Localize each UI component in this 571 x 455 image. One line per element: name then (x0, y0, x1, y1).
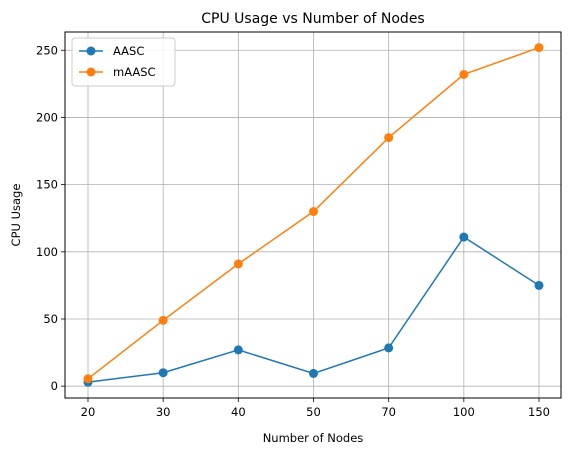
legend-marker-aasc (86, 46, 96, 56)
plot-area (83, 43, 544, 387)
x-tick-label: 20 (81, 405, 96, 419)
data-point-aasc (158, 368, 168, 378)
legend-label-aasc: AASC (113, 44, 144, 58)
x-tick-label: 30 (156, 405, 171, 419)
x-tick-label: 70 (381, 405, 396, 419)
data-point-aasc (534, 280, 544, 290)
x-tick-label: 100 (453, 405, 475, 419)
data-point-maasc (534, 43, 544, 53)
data-point-aasc (309, 368, 318, 378)
data-point-maasc (309, 207, 318, 217)
data-point-aasc (233, 345, 243, 355)
plot-frame (64, 31, 562, 399)
y-axis-label: CPU Usage (9, 184, 23, 247)
legend-marker-maasc (86, 67, 96, 77)
y-tick-label: 0 (51, 379, 58, 393)
data-point-maasc (459, 69, 469, 79)
x-tick-label: 40 (231, 405, 246, 419)
data-point-maasc (83, 374, 93, 384)
y-tick-label: 250 (36, 43, 58, 57)
axis-ticks: 20 30 40 50 70 100 150 0 50 100 150 200 250 (36, 43, 550, 419)
grid (65, 32, 561, 398)
data-point-maasc (384, 133, 394, 143)
chart-title: CPU Usage vs Number of Nodes (201, 11, 424, 27)
legend: AASC mAASC (71, 37, 176, 87)
data-point-aasc (384, 343, 394, 353)
data-point-aasc (459, 232, 469, 242)
data-point-maasc (233, 259, 243, 269)
x-tick-label: 150 (528, 405, 550, 419)
y-tick-label: 150 (36, 178, 58, 192)
x-axis-label: Number of Nodes (263, 431, 364, 445)
y-tick-label: 200 (36, 110, 58, 124)
legend-label-maasc: mAASC (113, 65, 156, 79)
y-tick-label: 50 (43, 312, 58, 326)
x-tick-label: 50 (306, 405, 321, 419)
data-point-maasc (158, 315, 168, 325)
y-tick-label: 100 (36, 245, 58, 259)
legend-box (71, 37, 176, 87)
